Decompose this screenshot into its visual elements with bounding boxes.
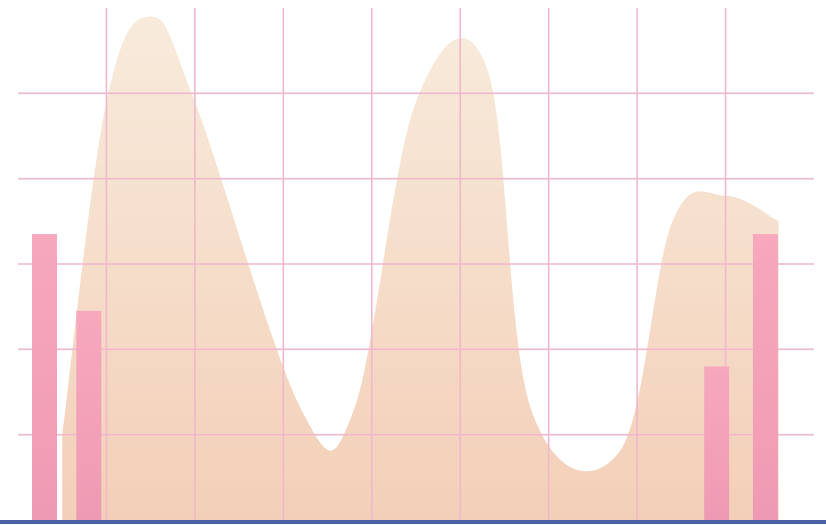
- bar: [76, 310, 102, 520]
- x-axis-baseline: [0, 520, 826, 524]
- area-series: [62, 16, 779, 520]
- area-layer: [62, 16, 779, 520]
- bar: [704, 366, 730, 520]
- bars-layer: [32, 234, 778, 520]
- bar: [752, 234, 778, 520]
- bar: [32, 234, 57, 520]
- baseline-layer: [0, 520, 826, 524]
